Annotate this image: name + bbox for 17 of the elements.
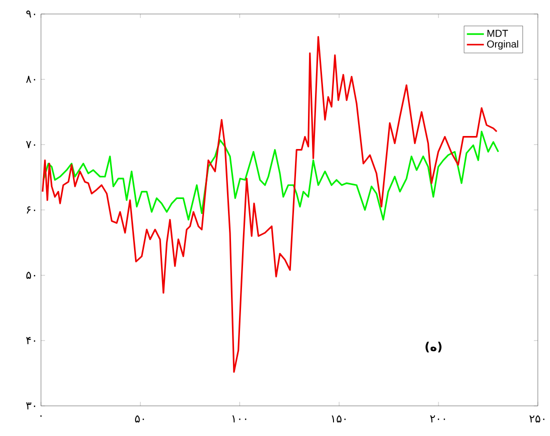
y-tick-label: ۹۰ <box>26 10 36 18</box>
x-tick-label: ۰ <box>40 415 42 417</box>
x-tick-label: ۲۵۰ <box>529 415 544 423</box>
y-tick-label: ۴۰ <box>26 337 36 344</box>
y-tick-label: ۳۰ <box>26 402 36 410</box>
legend-label: Orginal <box>487 40 518 50</box>
legend-label: MDT <box>487 30 508 37</box>
y-tick-label: ۵۰ <box>26 272 36 279</box>
x-tick-label: ۵۰ <box>135 415 144 423</box>
x-tick-label: ۱۰۰ <box>232 415 246 422</box>
line-series <box>42 130 500 221</box>
y-tick-label: ۸۰ <box>26 76 36 83</box>
y-tick-label: ۷۰ <box>26 141 36 148</box>
x-tick-label: ۱۵۰ <box>332 415 346 423</box>
annotation: (ه) <box>426 342 442 352</box>
x-tick-label: ۲۰۰ <box>430 415 445 422</box>
y-tick-label: ۶۰ <box>26 206 36 214</box>
